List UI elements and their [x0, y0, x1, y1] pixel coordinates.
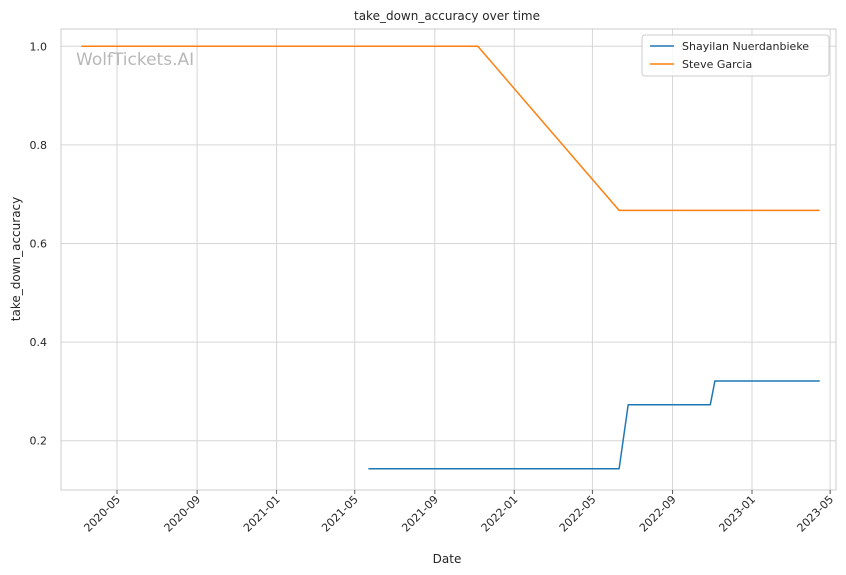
y-tick-label: 0.2 [30, 435, 48, 448]
legend-label-series-2: Steve Garcia [682, 58, 752, 71]
legend: Shayilan Nuerdanbieke Steve Garcia [641, 34, 830, 77]
grid-layer [61, 29, 836, 490]
watermark-text: WolfTickets.AI [76, 50, 194, 70]
x-tick-label: 2023-01 [716, 493, 758, 535]
y-axis-label: take_down_accuracy [9, 197, 23, 321]
tick-labels: 2020-05 2020-09 2021-01 2021-05 2021-09 2022-… [30, 40, 837, 534]
x-tick-label: 2022-01 [479, 493, 521, 535]
legend-box [641, 34, 830, 77]
x-tick-label: 2022-05 [557, 493, 599, 535]
y-tick-label: 0.8 [30, 139, 48, 152]
y-tick-label: 0.6 [30, 237, 48, 250]
series-line-2 [81, 45, 820, 212]
y-tick-label: 0.4 [30, 336, 48, 349]
x-tick-label: 2021-09 [399, 493, 441, 535]
series-line-1 [368, 380, 820, 470]
x-tick-label: 2020-09 [162, 493, 204, 535]
chart-title: take_down_accuracy over time [354, 9, 540, 23]
series-layer [81, 45, 820, 470]
x-tick-label: 2020-05 [81, 493, 123, 535]
x-tick-label: 2023-05 [795, 493, 837, 535]
x-tick-label: 2021-05 [319, 493, 361, 535]
x-tick-label: 2021-01 [241, 493, 283, 535]
x-tick-label: 2022-09 [637, 493, 679, 535]
plot-frame [60, 28, 837, 491]
y-tick-label: 1.0 [30, 40, 48, 53]
legend-label-series-1: Shayilan Nuerdanbieke [682, 40, 809, 53]
x-axis-label: Date [433, 552, 462, 566]
